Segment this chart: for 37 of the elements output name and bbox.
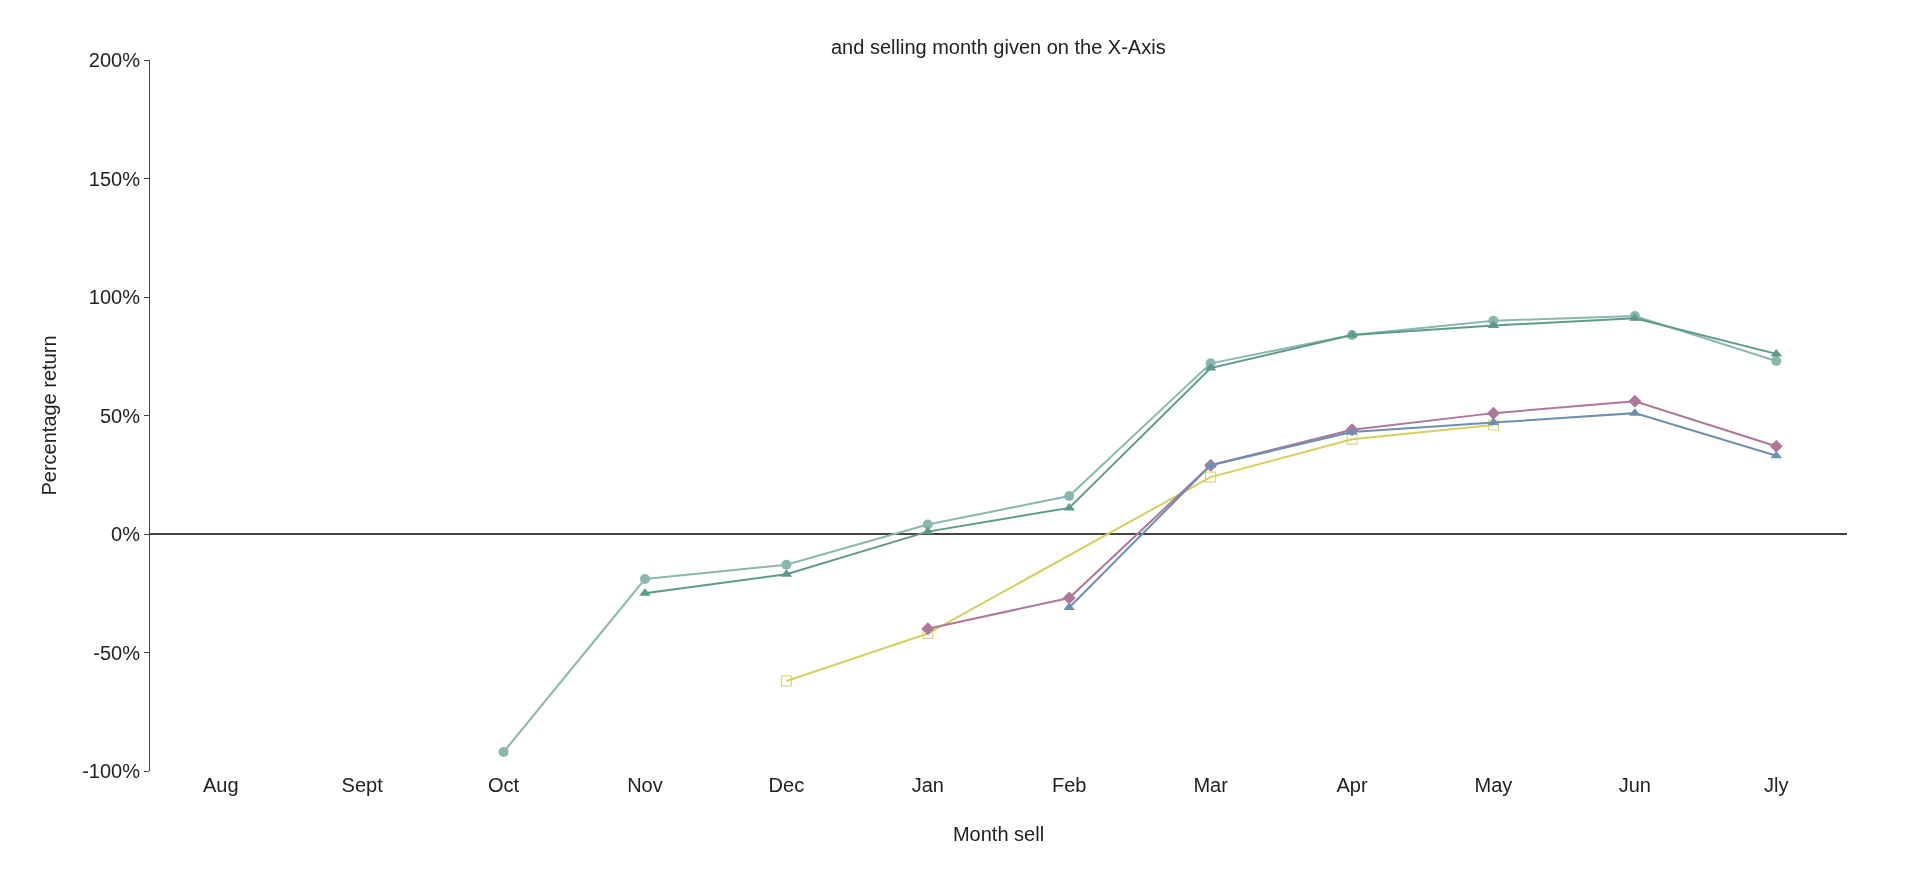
point	[1771, 355, 1782, 366]
point	[922, 526, 934, 535]
x-tick-label: Nov	[627, 774, 663, 796]
point	[498, 747, 509, 758]
x-tick-label: May	[1474, 774, 1513, 796]
point	[1205, 471, 1217, 483]
x-tick-label: Sept	[341, 774, 384, 796]
point	[921, 622, 935, 636]
y-tick-label: 200%	[88, 49, 141, 71]
point	[1769, 439, 1783, 453]
point	[639, 574, 650, 585]
y-tick-label: -50%	[93, 641, 141, 664]
point	[781, 559, 792, 570]
point	[1064, 491, 1075, 502]
x-axis-title: Month sell	[952, 823, 1045, 845]
y-tick-label: 50%	[99, 404, 141, 427]
point	[1062, 591, 1076, 605]
y-tick-label: -100%	[82, 760, 141, 782]
x-tick-label: Jun	[1618, 774, 1651, 796]
x-tick-label: Jan	[911, 774, 944, 796]
x-tick-label: Feb	[1051, 774, 1087, 796]
text: and selling month given on the X-Axis	[831, 36, 1166, 58]
x-tick-label: Jly	[1764, 774, 1789, 796]
x-tick-label: Aug	[202, 774, 239, 796]
x-tick-label: Oct	[487, 774, 520, 796]
point	[1487, 419, 1499, 431]
point	[1346, 433, 1358, 445]
point	[1486, 406, 1500, 420]
x-tick-label: Dec	[768, 774, 805, 796]
y-tick-label: 100%	[88, 286, 141, 308]
y-axis-title: Percentage return	[37, 335, 60, 496]
point	[780, 675, 792, 687]
y-tick-label: 0%	[111, 523, 141, 545]
point	[1628, 394, 1642, 408]
x-tick-label: Apr	[1336, 774, 1368, 796]
y-tick-label: 150%	[88, 167, 141, 190]
x-tick-label: Mar	[1193, 774, 1229, 796]
